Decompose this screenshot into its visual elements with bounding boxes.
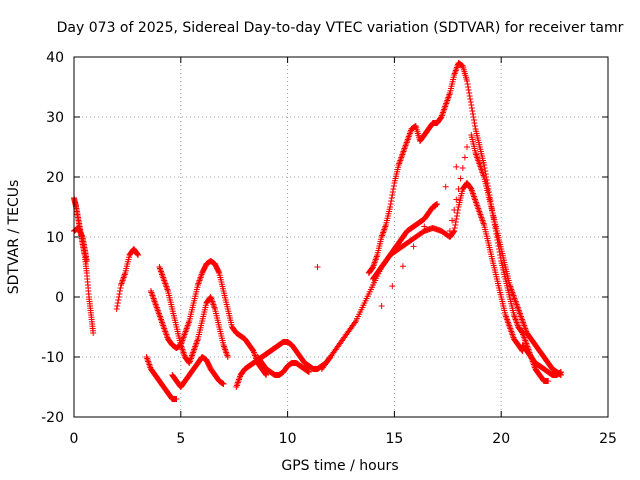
x-tick-label: 0 [70, 431, 79, 447]
y-tick-label: 20 [46, 170, 64, 186]
data-points [113, 246, 142, 312]
series-satellite-l [365, 120, 441, 276]
axis-ticks [73, 56, 609, 418]
series-satellite-a [71, 195, 97, 336]
series-satellite-i [254, 354, 312, 378]
x-tick-label: 15 [385, 431, 403, 447]
y-tick-label: -10 [41, 350, 64, 366]
series-satellite-q [378, 144, 470, 309]
x-tick-label: 20 [492, 431, 510, 447]
x-tick-label: 5 [176, 431, 185, 447]
x-tick-labels: 0 5 10 15 20 25 [70, 431, 617, 447]
series-satellite-d [143, 354, 180, 402]
x-tick-label: 25 [599, 431, 617, 447]
x-axis-title: GPS time / hours [281, 458, 398, 474]
y-tick-label: -20 [41, 410, 64, 426]
y-tick-labels: -20 -10 0 10 20 30 40 [41, 50, 64, 426]
data-points [365, 120, 441, 276]
y-axis-title: SDTVAR / TECUs [6, 180, 22, 295]
series-satellite-m [370, 201, 441, 282]
chart-title: Day 073 of 2025, Sidereal Day-to-day VTE… [57, 20, 624, 36]
grid [74, 57, 608, 417]
series-satellite-o [468, 132, 564, 378]
y-tick-label: 40 [46, 50, 64, 66]
data-points [169, 354, 227, 390]
series-satellite-g [169, 354, 227, 390]
series-satellite-e [147, 258, 270, 378]
y-tick-label: 10 [46, 230, 64, 246]
data-points [378, 144, 470, 309]
series-satellite-j [314, 264, 321, 270]
x-tick-label: 10 [279, 431, 297, 447]
series-satellite-c [113, 246, 142, 312]
data-points [370, 201, 441, 282]
data-points [254, 354, 312, 378]
data-points [147, 258, 270, 378]
data-points [143, 354, 180, 402]
y-tick-label: 0 [55, 290, 64, 306]
data-points [314, 264, 321, 270]
series-satellite-f [156, 264, 231, 366]
data-points [71, 195, 97, 336]
data-layer [71, 60, 564, 402]
series-satellite-p [519, 342, 564, 378]
data-points [156, 264, 231, 366]
y-tick-label: 30 [46, 110, 64, 126]
data-points [519, 342, 564, 378]
data-points [468, 132, 564, 378]
